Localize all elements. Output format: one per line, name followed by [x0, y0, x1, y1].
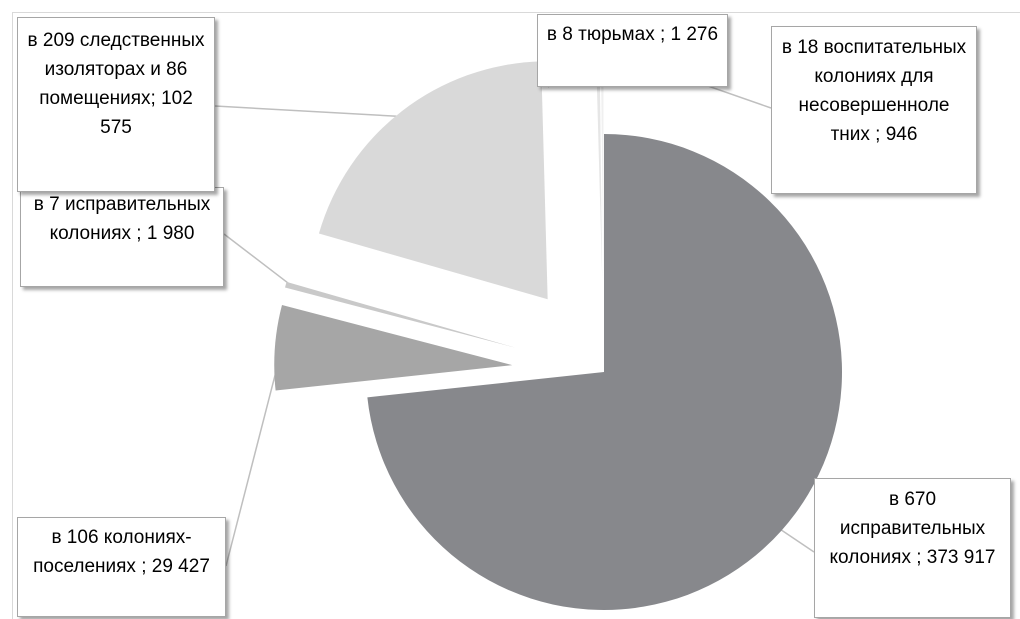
slice-colonies-670	[367, 134, 843, 610]
pie-slices	[274, 42, 843, 610]
chart-area	[12, 12, 1020, 619]
data-label-detention-209: в 209 следственных изоляторах и 86 помещ…	[17, 17, 215, 192]
data-label-settlements-106: в 106 колониях-поселениях ; 29 427	[17, 517, 226, 617]
data-label-colonies-7: в 7 исправительных колониях ; 1 980	[20, 187, 224, 287]
data-label-colonies-670: в 670 исправительных колониях ; 373 917	[814, 478, 1011, 618]
leader-line	[225, 347, 283, 567]
data-label-juvenile-18: в 18 воспитательных колониях для несовер…	[771, 26, 977, 194]
leader-line	[223, 233, 294, 288]
leader-line	[775, 525, 815, 553]
leader-line	[214, 105, 407, 118]
slice-colonies-7	[285, 281, 516, 348]
data-label-prisons-8: в 8 тюрьмах ; 1 276	[537, 14, 728, 87]
slice-detention-209	[318, 61, 548, 300]
slice-juvenile-18	[600, 42, 604, 281]
slice-prisons-8	[595, 42, 603, 281]
slice-settlements-106	[274, 304, 513, 391]
